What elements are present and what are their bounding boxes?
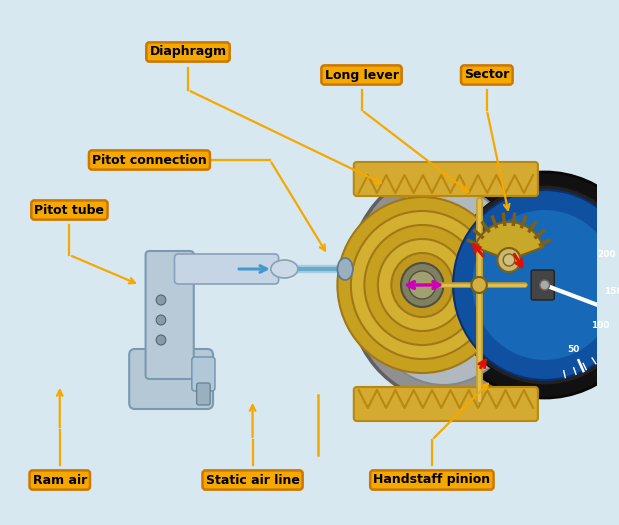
Text: 50: 50 [568,345,580,354]
FancyBboxPatch shape [531,270,554,300]
Text: Long lever: Long lever [324,68,399,81]
Wedge shape [475,222,543,260]
Text: Diaphragm: Diaphragm [149,46,227,58]
Circle shape [337,197,507,373]
Circle shape [540,280,550,290]
Circle shape [472,210,617,360]
Text: Sector: Sector [464,68,509,81]
Circle shape [351,211,493,359]
Ellipse shape [361,185,526,385]
Circle shape [472,277,487,293]
Text: Ram air: Ram air [33,474,87,487]
FancyBboxPatch shape [175,254,279,284]
Circle shape [401,263,443,307]
FancyBboxPatch shape [354,162,538,196]
FancyBboxPatch shape [354,387,538,421]
Circle shape [453,190,619,380]
Circle shape [156,335,166,345]
Circle shape [365,225,480,345]
Circle shape [448,185,619,385]
FancyBboxPatch shape [145,251,194,379]
Text: Static air line: Static air line [206,474,300,487]
Circle shape [436,172,619,398]
Circle shape [378,239,467,331]
Text: Pitot tube: Pitot tube [35,204,105,216]
Circle shape [156,315,166,325]
Text: 200: 200 [597,250,616,259]
Text: 100: 100 [592,321,610,330]
Ellipse shape [271,260,298,278]
Text: Handstaff pinion: Handstaff pinion [373,474,490,487]
Text: 150: 150 [604,287,619,296]
FancyBboxPatch shape [192,357,215,391]
FancyBboxPatch shape [129,349,213,409]
Circle shape [156,295,166,305]
Ellipse shape [347,170,540,400]
Circle shape [391,253,453,317]
Circle shape [409,271,436,299]
Circle shape [498,248,521,272]
Circle shape [503,254,515,266]
Text: Pitot connection: Pitot connection [92,153,207,166]
Ellipse shape [337,258,353,280]
FancyBboxPatch shape [197,383,210,405]
